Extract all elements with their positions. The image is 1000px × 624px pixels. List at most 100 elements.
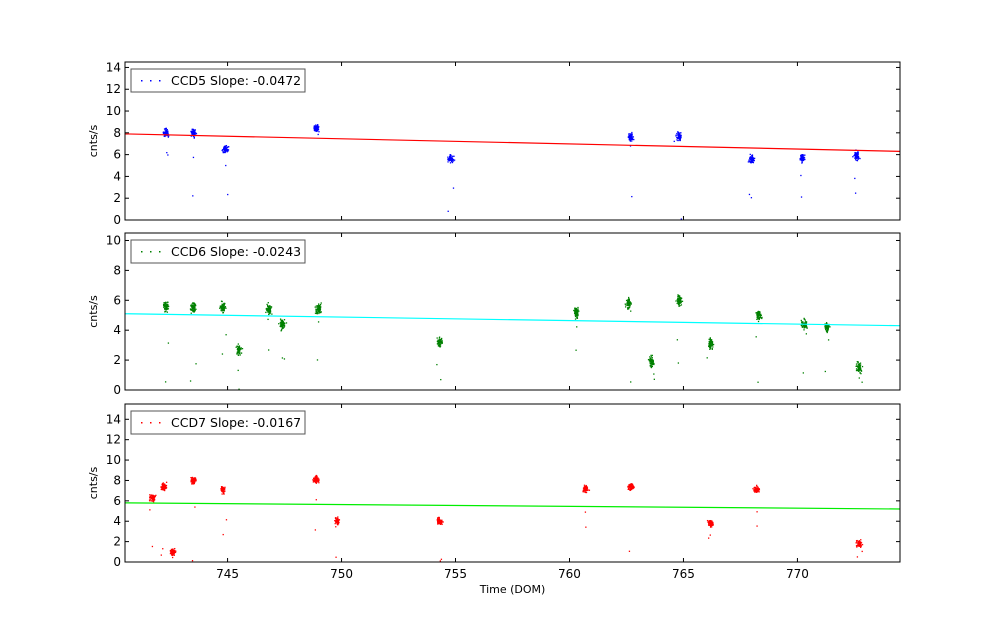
data-point-ccd7 [172,550,174,552]
data-point-ccd7 [757,487,759,489]
data-point-ccd6 [238,352,240,355]
data-point-ccd7 [709,526,712,528]
data-point-ccd7 [755,490,757,493]
data-point-ccd7 [173,553,175,555]
data-point-ccd6 [238,346,240,348]
data-point-ccd5 [317,125,319,128]
data-point-ccd6 [283,319,286,321]
data-point-ccd5 [192,133,194,135]
data-point-ccd7 [630,483,632,485]
data-point-ccd6 [679,302,682,304]
data-point-ccd6 [167,301,169,304]
data-point-ccd5 [801,162,803,164]
data-point-ccd7 [856,542,858,544]
data-point-ccd6 [241,348,244,350]
data-point-ccd6 [192,306,195,308]
data-point-ccd7 [160,486,162,488]
y-tick-label: 10 [106,104,121,118]
data-point-ccd5 [855,155,857,157]
data-point-ccd7 [856,539,858,542]
data-point-ccd6 [826,331,828,333]
data-point-ccd5 [192,195,194,197]
data-point-ccd7 [318,482,320,484]
data-point-ccd5 [628,136,630,138]
data-point-ccd5 [748,160,751,162]
data-point-ccd6 [624,306,627,308]
data-point-ccd7 [756,511,758,513]
data-point-ccd5 [223,150,226,152]
data-point-ccd5 [224,145,226,148]
data-point-ccd5 [859,157,861,160]
data-point-ccd6 [859,362,862,364]
data-point-ccd6 [652,360,654,362]
data-point-ccd6 [858,363,861,365]
data-point-ccd5 [679,136,681,138]
data-point-ccd6 [164,306,166,308]
data-point-ccd6 [164,305,166,307]
data-point-ccd7 [163,488,166,490]
data-point-ccd5 [314,125,317,128]
data-point-ccd6 [574,309,576,311]
data-point-ccd6 [858,370,860,372]
data-point-ccd6 [802,321,804,323]
data-point-ccd6 [855,369,858,372]
data-point-ccd7 [337,520,339,522]
data-point-ccd7 [631,483,633,486]
data-point-ccd5 [449,154,451,157]
data-point-ccd6 [222,306,225,308]
data-point-ccd5 [193,137,195,139]
data-point-ccd5 [452,158,454,161]
data-point-ccd5 [628,134,631,137]
data-point-ccd6 [281,327,284,329]
data-point-ccd6 [800,324,803,326]
data-point-ccd6 [676,299,679,301]
data-point-ccd5 [802,154,804,156]
data-point-ccd5 [803,158,805,161]
data-point-ccd7 [195,478,197,481]
data-point-ccd6 [190,304,192,306]
data-point-ccd7 [628,488,630,491]
y-tick-label: 12 [106,433,121,447]
data-point-ccd7 [627,488,629,490]
data-point-ccd7 [708,520,710,522]
data-point-ccd5 [750,161,752,163]
data-point-ccd6 [804,322,806,324]
data-point-ccd6 [222,308,224,311]
data-point-ccd6 [436,340,439,343]
data-point-ccd6 [283,326,285,328]
data-point-ccd6 [652,362,655,364]
y-axis-label-ccd6: cnts/s [87,295,100,328]
data-point-ccd6 [858,377,860,379]
data-point-ccd6 [236,345,238,347]
data-point-ccd5 [676,131,679,133]
data-point-ccd7 [585,489,588,491]
data-point-ccd6 [164,311,166,313]
data-point-ccd6 [219,306,222,308]
data-point-ccd7 [588,489,591,491]
data-point-ccd5 [749,161,752,163]
data-point-ccd6 [222,305,224,307]
data-point-ccd7 [337,519,339,521]
data-point-ccd5 [749,156,751,159]
data-point-ccd7 [160,488,163,491]
data-point-ccd7 [220,486,223,488]
legend-dot [150,80,152,82]
data-point-ccd5 [227,149,230,151]
data-point-ccd5 [854,151,856,154]
data-point-ccd6 [575,349,577,351]
data-point-ccd6 [222,307,224,309]
data-point-ccd6 [757,320,760,323]
data-point-ccd7 [221,487,223,489]
y-axis-label-ccd5: cnts/s [87,124,100,157]
data-point-ccd6 [708,341,711,343]
data-point-ccd5 [630,138,632,140]
data-point-ccd6 [859,366,861,368]
data-point-ccd5 [750,156,752,159]
data-point-ccd5 [855,153,857,155]
data-point-ccd7 [223,493,225,495]
data-point-ccd6 [804,318,806,321]
data-point-ccd7 [149,495,152,497]
data-point-ccd6 [759,316,761,318]
legend-marker-ccd6 [141,251,161,253]
data-point-ccd6 [436,363,438,366]
